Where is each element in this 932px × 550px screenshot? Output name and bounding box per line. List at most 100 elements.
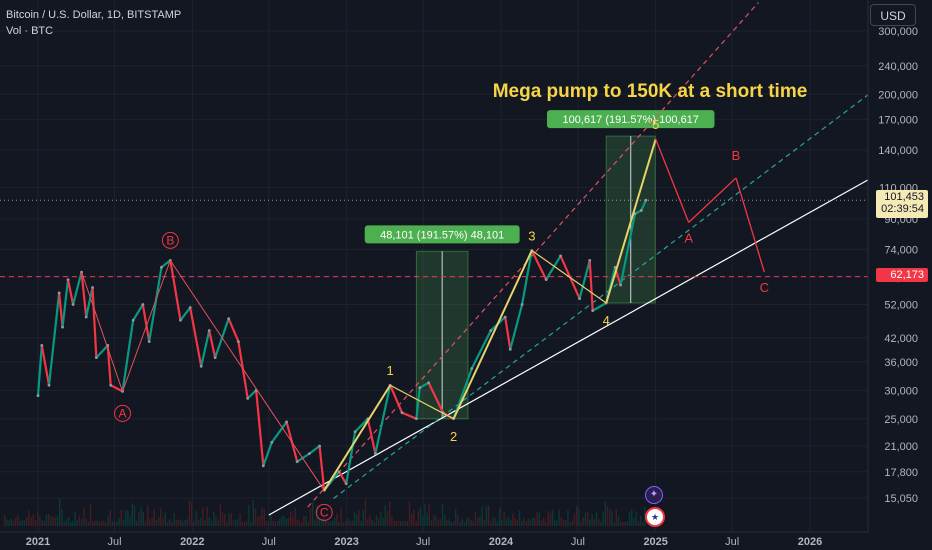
volume-bar (547, 510, 549, 526)
volume-bar (468, 517, 470, 526)
volume-bar (320, 518, 323, 526)
volume-bar (371, 519, 373, 526)
volume-bar (378, 517, 380, 526)
volume-bar (353, 511, 356, 526)
volume-bar (151, 517, 153, 526)
price-segment (588, 260, 594, 311)
price-segment (47, 292, 61, 386)
measure-label-bg (364, 225, 520, 244)
price-point (470, 367, 474, 370)
volume-bar (490, 521, 492, 526)
volume-bar (466, 518, 468, 526)
wave-segment (452, 250, 533, 420)
volume-bar (4, 514, 6, 526)
price-point (188, 306, 192, 309)
volume-bar (12, 520, 15, 526)
volume-bar (155, 520, 158, 526)
price-segment (470, 330, 492, 370)
volume-bar (305, 516, 307, 526)
wave-label: 5 (652, 117, 659, 132)
volume-bar (63, 521, 65, 526)
volume-bar (402, 521, 404, 526)
wave-segment (323, 384, 392, 491)
x-tick-label: 2026 (798, 536, 822, 548)
x-tick-label: Jul (725, 536, 739, 548)
volume-bar (527, 518, 529, 526)
price-point (414, 417, 418, 421)
x-tick-label: 2022 (180, 536, 204, 548)
volume-bars (4, 498, 646, 526)
volume-bar (32, 514, 34, 526)
price-segment (95, 344, 109, 359)
volume-bar (274, 521, 276, 526)
volume-bar (569, 521, 571, 526)
volume-bar (125, 510, 127, 526)
annotation-text: Mega pump to 150K at a short time (493, 81, 808, 102)
price-point (353, 430, 357, 434)
volume-bar (199, 518, 202, 526)
price-segment (354, 418, 369, 433)
x-tick-label: Jul (571, 536, 585, 548)
x-tick-label: Jul (416, 536, 430, 548)
x-tick-label: 2021 (26, 536, 50, 548)
currency-button[interactable]: USD (870, 4, 916, 26)
price-segment (106, 345, 112, 386)
volume-bar (386, 511, 389, 526)
volume-bar (347, 518, 349, 526)
chart-header: Bitcoin / U.S. Dollar, 1D, BITSTAMP Vol … (6, 7, 181, 39)
volume-bar (140, 506, 142, 526)
volume-bar (241, 521, 243, 526)
volume-bar (463, 521, 466, 526)
volume-bar (626, 521, 628, 526)
volume-bar (549, 513, 551, 526)
price-point (47, 383, 51, 387)
volume-bar (461, 519, 463, 526)
volume-bar (639, 515, 642, 526)
volume-bar (158, 517, 160, 526)
volume-bar (246, 521, 248, 526)
volume-bar (609, 508, 611, 526)
price-segment (66, 279, 75, 305)
price-segment (578, 260, 591, 299)
volume-bar (103, 520, 105, 526)
volume-bar (116, 521, 118, 526)
current-price-value: 101,453 (884, 191, 924, 203)
sparkle-icon[interactable]: ✦ (645, 486, 663, 504)
volume-bar (281, 515, 283, 526)
price-point (520, 303, 524, 306)
volume-bar (620, 521, 622, 526)
price-point (109, 383, 113, 387)
volume-bar (147, 505, 149, 526)
price-point (318, 444, 321, 448)
volume-bar (349, 521, 351, 526)
volume-bar (507, 516, 510, 526)
volume-bar (98, 521, 100, 526)
price-point (94, 356, 98, 360)
volume-bar (435, 516, 437, 526)
price-point (344, 482, 348, 486)
volume-bar (120, 509, 122, 526)
volume-bar (10, 518, 12, 526)
volume-bar (232, 520, 235, 526)
volume-bar (397, 520, 400, 526)
price-segment (255, 390, 265, 466)
volume-bar (325, 520, 327, 526)
volume-bar (351, 520, 353, 526)
volume-bar (287, 517, 290, 526)
volume-bar (294, 507, 296, 526)
volume-bar (307, 521, 309, 526)
volume-bar (283, 515, 285, 526)
volume-bar (226, 521, 228, 526)
price-point (270, 440, 274, 444)
volume-bar (481, 506, 483, 526)
price-point (337, 470, 341, 474)
us-flag-icon[interactable]: ★ (645, 507, 665, 527)
volume-bar (72, 520, 74, 526)
volume-bar (318, 517, 320, 526)
volume-bar (23, 519, 26, 526)
volume-bar (197, 519, 199, 526)
volume-bar (450, 521, 452, 526)
y-tick-label: 30,000 (884, 385, 918, 397)
